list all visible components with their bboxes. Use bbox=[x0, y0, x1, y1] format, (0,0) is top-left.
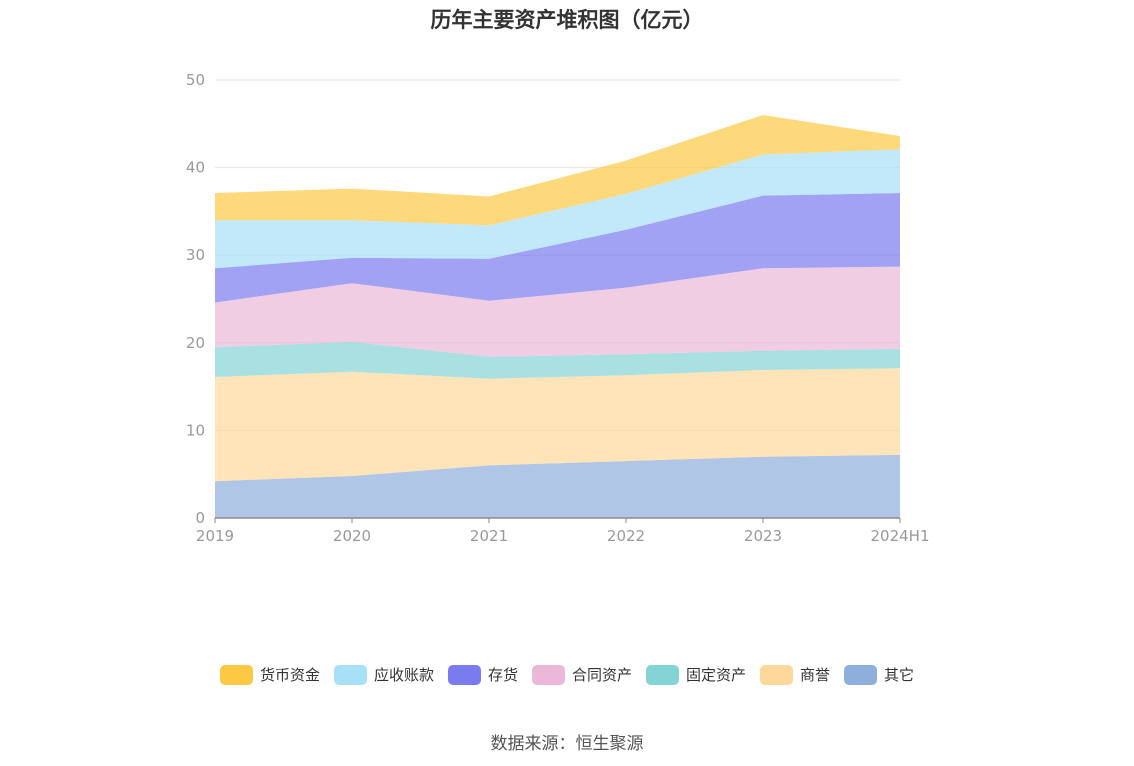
legend-label: 货币资金 bbox=[259, 666, 320, 684]
x-tick-label: 2021 bbox=[470, 527, 508, 545]
x-tick-label: 2023 bbox=[744, 527, 782, 545]
legend-swatch bbox=[447, 664, 481, 685]
y-tick-label: 30 bbox=[186, 246, 205, 264]
y-tick-label: 50 bbox=[186, 71, 205, 89]
legend-label: 其它 bbox=[884, 666, 915, 684]
legend-label: 存货 bbox=[487, 666, 518, 684]
legend-item[interactable]: 固定资产 bbox=[646, 664, 746, 685]
area-series-2 bbox=[215, 341, 900, 379]
y-tick-label: 40 bbox=[186, 159, 205, 177]
legend-swatch bbox=[844, 664, 878, 685]
legend-swatch bbox=[760, 664, 794, 685]
y-tick-label: 0 bbox=[195, 509, 205, 527]
legend-label: 应收账款 bbox=[373, 666, 434, 684]
legend-label: 固定资产 bbox=[686, 666, 747, 684]
axes: 0 10 20 30 40 50 2019 2020 2021 2022 2023 2024H1 bbox=[186, 71, 930, 545]
area-series bbox=[215, 115, 900, 518]
area-series-6 bbox=[215, 115, 900, 226]
legend-swatch bbox=[333, 664, 367, 685]
x-tick-label: 2022 bbox=[607, 527, 645, 545]
legend-item[interactable]: 应收账款 bbox=[333, 664, 434, 685]
area-series-1 bbox=[215, 368, 900, 482]
legend-label: 合同资产 bbox=[571, 666, 632, 684]
x-tick-label: 2024H1 bbox=[871, 527, 930, 545]
legend: 货币资金 应收账款 存货 合同资产 固定资产 商誉 其它 bbox=[0, 664, 1134, 685]
x-tick-label: 2019 bbox=[196, 527, 234, 545]
chart-title: 历年主要资产堆积图（亿元） bbox=[430, 8, 704, 32]
stacked-area-chart: 0 10 20 30 40 50 2019 2020 2021 2022 2023 2024H1 bbox=[186, 71, 930, 545]
y-tick-label: 10 bbox=[186, 421, 205, 439]
area-series-5 bbox=[215, 149, 900, 269]
legend-label: 商誉 bbox=[800, 666, 831, 684]
legend-swatch bbox=[531, 664, 565, 685]
legend-item[interactable]: 其它 bbox=[844, 664, 914, 685]
legend-item[interactable]: 货币资金 bbox=[219, 664, 320, 685]
legend-swatch bbox=[646, 664, 679, 685]
legend-swatch bbox=[219, 664, 253, 685]
legend-item[interactable]: 合同资产 bbox=[531, 664, 632, 685]
area-series-0 bbox=[215, 454, 900, 518]
area-series-4 bbox=[215, 193, 900, 303]
legend-item[interactable]: 商誉 bbox=[760, 664, 830, 685]
source-note: 数据来源：恒生聚源 bbox=[490, 734, 644, 754]
area-series-3 bbox=[215, 266, 900, 357]
x-tick-label: 2020 bbox=[333, 527, 371, 545]
y-tick-label: 20 bbox=[186, 334, 205, 352]
legend-item[interactable]: 存货 bbox=[447, 664, 518, 685]
